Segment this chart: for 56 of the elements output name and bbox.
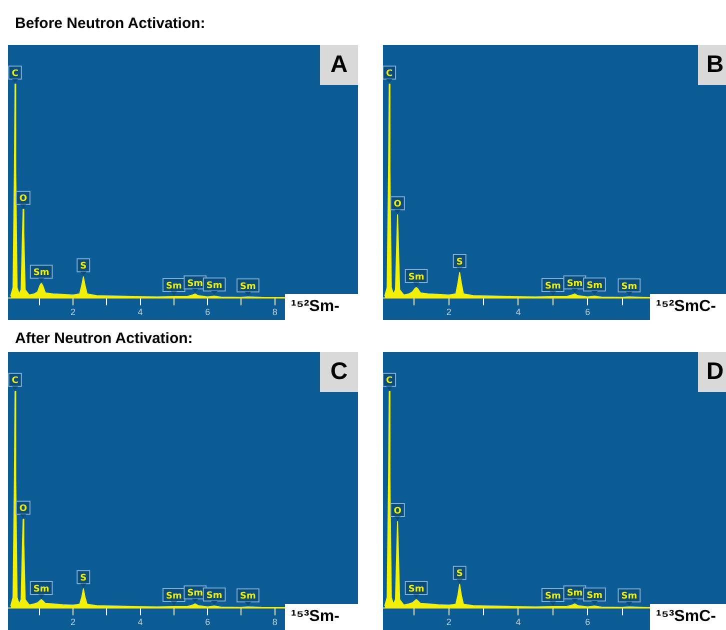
- annotation: Sm: [566, 278, 583, 289]
- text: B: [698, 45, 726, 85]
- annotation: Sm: [33, 268, 50, 278]
- annotation: Sm: [586, 280, 602, 291]
- annotation: Sm: [33, 584, 50, 594]
- x-tick-label: 8: [272, 307, 278, 318]
- annotation: Sm: [166, 281, 182, 292]
- annotation: Sm: [187, 278, 204, 289]
- annotation: C: [12, 376, 19, 386]
- annotation: Sm: [240, 282, 256, 292]
- x-tick-label: 6: [585, 307, 590, 318]
- x-tick-label: 8: [272, 617, 278, 628]
- text: ¹⁵³SmC-: [650, 604, 726, 630]
- x-tick-label: 2: [70, 307, 76, 318]
- x-tick-label: 6: [585, 617, 590, 628]
- annotation: O: [19, 504, 28, 514]
- annotation: S: [80, 574, 87, 584]
- annotation: S: [80, 262, 87, 272]
- annotation: Sm: [566, 588, 583, 599]
- text: A: [320, 45, 358, 85]
- chart-title: Before Neutron Activation:: [15, 15, 206, 32]
- annotation: O: [394, 200, 402, 210]
- annotation: O: [19, 194, 28, 204]
- x-tick-label: 6: [205, 307, 210, 318]
- annotation: Sm: [240, 592, 256, 602]
- annotation: O: [394, 506, 402, 516]
- annotation: Sm: [187, 588, 204, 599]
- x-tick-label: 4: [516, 307, 521, 318]
- text: D: [698, 352, 726, 392]
- annotation: C: [386, 68, 393, 79]
- x-tick-label: 4: [138, 307, 143, 318]
- annotation: Sm: [408, 584, 424, 594]
- annotation: Sm: [621, 282, 638, 292]
- text: C: [320, 352, 358, 392]
- x-tick-label: 6: [205, 617, 210, 628]
- annotation: Sm: [206, 590, 222, 601]
- annotation: Sm: [544, 591, 561, 602]
- annotation: Sm: [408, 272, 424, 282]
- text: ¹⁵³Sm-: [285, 604, 358, 630]
- annotation: C: [12, 68, 19, 79]
- annotation: S: [456, 257, 463, 268]
- annotation: Sm: [544, 281, 561, 292]
- chart-title: After Neutron Activation:: [15, 330, 193, 347]
- annotation: Sm: [206, 280, 222, 291]
- x-tick-label: 4: [138, 617, 143, 628]
- x-tick-label: 2: [446, 307, 452, 318]
- annotation: Sm: [166, 591, 182, 602]
- annotation: Sm: [586, 590, 602, 601]
- x-tick-label: 2: [70, 617, 76, 628]
- x-tick-label: 4: [516, 617, 521, 628]
- annotation: Sm: [621, 592, 638, 602]
- text: ¹⁵²SmC-: [650, 294, 726, 320]
- text: ¹⁵²Sm-: [285, 294, 358, 320]
- x-tick-label: 2: [446, 617, 452, 628]
- annotation: S: [456, 569, 463, 580]
- annotation: C: [386, 376, 393, 386]
